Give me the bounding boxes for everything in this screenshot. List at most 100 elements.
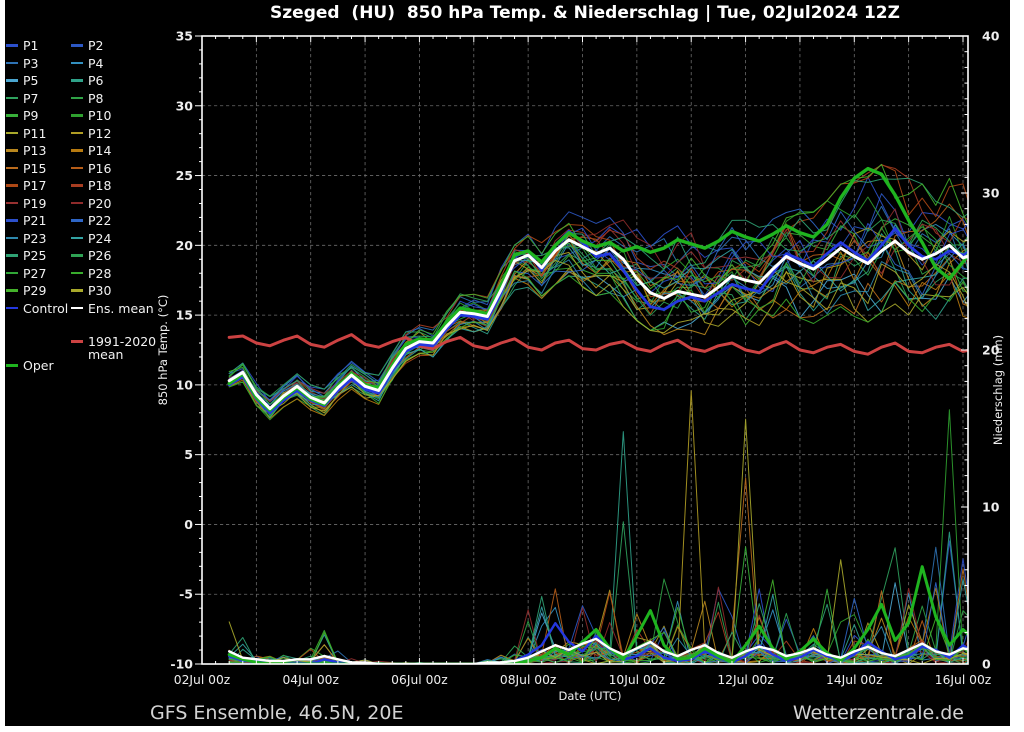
temp-tick-label: 35	[176, 29, 193, 44]
legend-item-P12: P12	[71, 126, 111, 140]
legend-label: P8	[88, 90, 104, 106]
axis-ticks	[195, 35, 968, 665]
legend-label: P14	[88, 143, 112, 158]
footer-model-label: GFS Ensemble, 46.5N, 20E	[150, 702, 404, 724]
legend-item-P5: P5	[6, 73, 39, 87]
legend-swatch	[71, 306, 83, 310]
legend-item-P15: P15	[6, 161, 46, 175]
legend-label: P26	[88, 248, 112, 263]
legend-label: P10	[88, 108, 112, 123]
legend-swatch	[71, 61, 83, 65]
legend-label: P6	[88, 73, 104, 88]
legend-label: P19	[23, 195, 47, 211]
legend-swatch	[6, 114, 18, 117]
legend-item-Oper: Oper	[6, 358, 54, 372]
temp-tick-label: -5	[179, 587, 193, 602]
legend-label: P3	[23, 55, 39, 71]
date-tick-label: 12Jul 00z	[717, 673, 774, 687]
legend-item-P4: P4	[71, 56, 104, 70]
legend-label: P13	[23, 143, 47, 158]
series-Ens-mean-precipitation	[227, 637, 968, 664]
series-P10-precip	[228, 409, 968, 664]
chart-title: Szeged (HU) 850 hPa Temp. & Niederschlag…	[270, 3, 900, 23]
series-Oper-precipitation	[227, 565, 968, 664]
legend-swatch	[71, 149, 83, 152]
legend-item-P8: P8	[71, 91, 104, 105]
footer-brand-label: Wetterzentrale.de	[792, 702, 964, 724]
series-P12-precip	[228, 390, 968, 664]
temp-tick-label: 30	[176, 98, 194, 113]
legend-swatch	[71, 184, 83, 187]
date-tick-label: 02Jul 00z	[174, 673, 231, 687]
date-tick-label: 08Jul 00z	[500, 673, 557, 687]
legend-label: P29	[23, 283, 47, 298]
legend-item-P2: P2	[71, 38, 104, 52]
legend-label: P5	[23, 73, 39, 88]
legend-label: P11	[23, 125, 47, 141]
legend-label: P23	[23, 230, 47, 246]
temp-tick-label: 5	[184, 447, 193, 462]
legend-swatch	[6, 44, 18, 47]
series-layer	[227, 163, 968, 664]
legend-label: Ens. mean	[88, 300, 154, 316]
legend-swatch	[71, 254, 83, 257]
temp-tick-label: 0	[184, 517, 193, 532]
date-tick-label: 04Jul 00z	[282, 673, 339, 687]
legend-label: P28	[88, 265, 112, 281]
precip-tick-label: 10	[982, 500, 1000, 515]
legend: P1 P2 P3 P4 P5 P6 P7 P8 P9 P10 P11 P12 P13 P14 P15 P16 P…	[5, 0, 165, 420]
legend-item-P14: P14	[71, 143, 111, 157]
legend-label: P2	[88, 38, 104, 53]
legend-swatch	[71, 236, 83, 240]
legend-item-P21: P21	[6, 213, 46, 227]
precip-tick-label: 0	[982, 657, 991, 672]
legend-swatch	[71, 166, 83, 170]
y-left-axis-title: 850 hPa Temp. (°C)	[156, 295, 170, 406]
legend-label: P21	[23, 213, 47, 228]
series-P6-precip	[228, 431, 968, 664]
legend-item-P6: P6	[71, 73, 104, 87]
series-P18-temp	[228, 164, 968, 402]
y-right-axis-title: Niederschlag (mm)	[991, 335, 1005, 445]
legend-item-Control: Control	[6, 301, 68, 315]
precip-tick-label: 40	[982, 29, 1000, 44]
series-P26-temp	[228, 214, 968, 397]
legend-swatch	[6, 254, 18, 257]
series-P30-precip	[228, 418, 968, 664]
legend-swatch	[71, 114, 83, 117]
temp-tick-label: 20	[176, 238, 194, 253]
legend-label: P4	[88, 55, 104, 71]
date-tick-label: 14Jul 00z	[826, 673, 883, 687]
legend-item-P16: P16	[71, 161, 111, 175]
legend-swatch	[71, 289, 83, 292]
legend-label: P24	[88, 230, 112, 246]
legend-item-P30: P30	[71, 283, 111, 297]
temp-tick-label: 15	[176, 308, 193, 323]
legend-item-P17: P17	[6, 178, 46, 192]
legend-item-P20: P20	[71, 196, 111, 210]
legend-swatch	[6, 306, 18, 310]
legend-label-line2: mean	[88, 346, 124, 362]
series-P2-temp	[228, 193, 968, 401]
legend-item-P25: P25	[6, 248, 46, 262]
legend-swatch	[6, 364, 18, 368]
legend-swatch	[6, 201, 18, 205]
x-axis-title: Date (UTC)	[559, 689, 622, 703]
legend-item-P27: P27	[6, 266, 46, 280]
legend-item-P11: P11	[6, 126, 46, 140]
legend-swatch	[6, 79, 18, 82]
legend-item-1991-2020: 1991-2020 mean	[71, 334, 156, 361]
legend-label: Oper	[23, 358, 54, 374]
legend-swatch	[6, 219, 18, 222]
legend-item-P7: P7	[6, 91, 39, 105]
legend-item-P26: P26	[71, 248, 111, 262]
temp-tick-label: 25	[176, 168, 193, 183]
precip-tick-label: 20	[982, 343, 1000, 358]
legend-item-P10: P10	[71, 108, 111, 122]
legend-label: P1	[23, 38, 39, 53]
ensemble-plot: -10 -5 0 5 10 15 20 25 30 35 0 10 20 30 40 02Jul 00z 04J…	[156, 29, 1005, 704]
legend-swatch	[6, 184, 18, 187]
legend-swatch	[6, 149, 18, 152]
legend-label: P30	[88, 283, 112, 298]
